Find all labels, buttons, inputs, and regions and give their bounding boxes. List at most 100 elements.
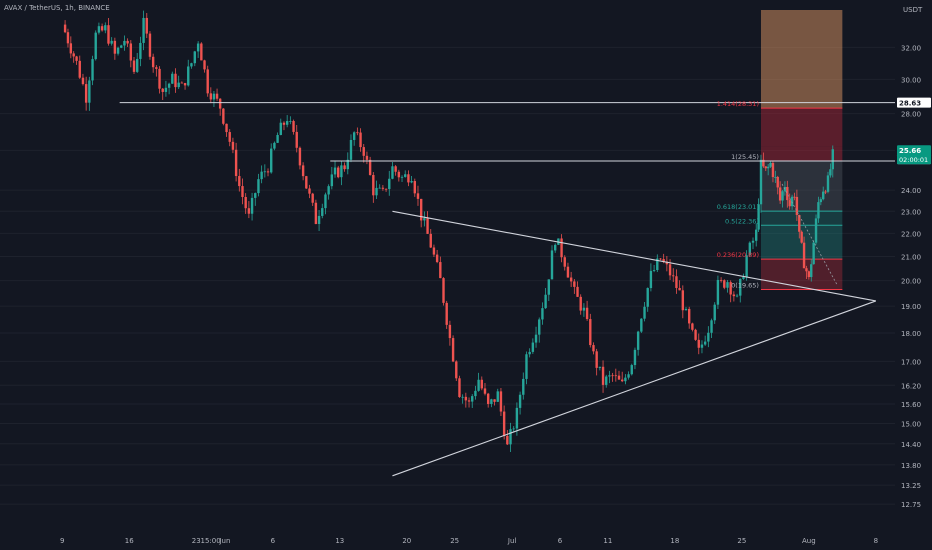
candle-body[interactable] [595,351,598,368]
candle-body[interactable] [703,341,707,345]
candle-body[interactable] [458,378,461,398]
candle-body[interactable] [91,59,94,81]
candle-body[interactable] [499,391,503,412]
candle-body[interactable] [764,166,767,169]
candle-body[interactable] [139,42,142,59]
candle-body[interactable] [786,186,789,201]
candle-body[interactable] [225,123,228,133]
candle-body[interactable] [187,66,190,86]
candle-body[interactable] [349,139,353,160]
candle-body[interactable] [285,121,289,125]
candle-body[interactable] [432,247,436,255]
candle-body[interactable] [279,122,282,135]
candle-body[interactable] [608,375,611,377]
candle-body[interactable] [324,194,327,209]
candle-body[interactable] [388,178,391,190]
candle-body[interactable] [250,197,254,214]
candle-body[interactable] [203,60,206,70]
candle-body[interactable] [410,181,413,183]
candle-body[interactable] [100,26,104,31]
candle-body[interactable] [314,202,318,224]
candle-body[interactable] [311,193,314,203]
candle-body[interactable] [531,342,535,352]
candle-body[interactable] [589,319,592,346]
candle-body[interactable] [448,324,452,339]
candle-body[interactable] [814,218,818,243]
candle-body[interactable] [218,98,222,109]
candle-body[interactable] [257,179,260,194]
candle-body[interactable] [739,278,742,296]
candle-body[interactable] [729,282,732,295]
candle-body[interactable] [681,290,685,311]
candle-body[interactable] [769,162,772,167]
candle-body[interactable] [735,295,739,297]
candle-body[interactable] [643,306,646,319]
candle-body[interactable] [158,68,161,89]
candle-body[interactable] [394,166,397,172]
candle-body[interactable] [120,45,123,48]
candle-body[interactable] [404,174,407,177]
candle-body[interactable] [301,165,305,177]
candlesticks[interactable] [63,10,834,453]
candle-body[interactable] [525,354,528,379]
candle-body[interactable] [707,332,710,342]
candle-body[interactable] [762,159,765,167]
candle-body[interactable] [183,83,187,86]
candle-body[interactable] [745,255,748,278]
candle-body[interactable] [807,271,811,278]
candle-body[interactable] [308,188,311,194]
candle-body[interactable] [601,366,605,385]
candle-body[interactable] [196,43,200,52]
candle-body[interactable] [582,307,586,311]
candle-body[interactable] [263,171,267,173]
candle-body[interactable] [713,304,716,321]
candle-body[interactable] [477,379,480,391]
candle-body[interactable] [400,176,404,178]
candle-body[interactable] [802,242,806,269]
candle-body[interactable] [228,132,231,142]
candle-body[interactable] [751,240,755,243]
candle-body[interactable] [407,174,410,183]
candle-body[interactable] [795,196,799,215]
candle-body[interactable] [321,208,324,216]
candle-body[interactable] [788,200,791,207]
candle-body[interactable] [716,279,720,305]
candle-body[interactable] [662,259,665,262]
candle-body[interactable] [614,375,618,377]
candle-body[interactable] [817,202,820,219]
candle-body[interactable] [247,208,251,214]
candle-body[interactable] [151,56,155,68]
candle-body[interactable] [423,218,426,221]
candle-body[interactable] [365,155,369,160]
candle-body[interactable] [289,121,292,122]
candle-body[interactable] [295,131,298,148]
candle-body[interactable] [97,26,101,33]
candle-body[interactable] [824,191,827,193]
candle-body[interactable] [413,181,416,194]
candle-body[interactable] [359,132,362,148]
candle-body[interactable] [627,374,630,378]
candle-body[interactable] [391,166,394,179]
candle-body[interactable] [416,193,420,199]
candle-body[interactable] [668,264,672,276]
price-axis[interactable]: USDT32.0030.0028.0026.0024.0023.0022.002… [895,0,932,550]
candle-body[interactable] [493,399,496,402]
candle-body[interactable] [180,82,184,84]
candle-body[interactable] [566,266,570,278]
candle-body[interactable] [483,388,487,394]
candle-body[interactable] [732,294,736,297]
candle-body[interactable] [534,334,538,343]
candle-body[interactable] [800,231,803,243]
candle-body[interactable] [771,162,775,178]
candle-body[interactable] [560,238,563,258]
candle-body[interactable] [435,254,439,263]
candle-body[interactable] [107,25,110,44]
candle-body[interactable] [659,258,662,260]
candle-body[interactable] [620,379,624,382]
candle-body[interactable] [212,93,216,100]
candle-body[interactable] [155,67,158,69]
candle-body[interactable] [778,187,782,201]
candle-body[interactable] [544,294,547,309]
candle-body[interactable] [509,429,512,445]
